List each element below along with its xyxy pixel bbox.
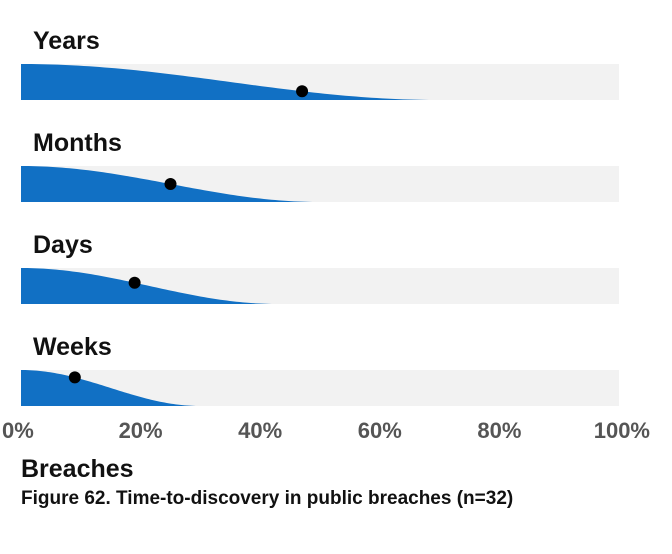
- x-tick-label: 80%: [477, 418, 521, 443]
- figure-caption: Figure 62. Time-to-discovery in public b…: [21, 488, 514, 509]
- distribution-area-weeks: [21, 370, 201, 406]
- row-label-weeks: Weeks: [33, 333, 112, 361]
- point-marker-weeks: [68, 371, 81, 384]
- row-label-months: Months: [33, 129, 122, 157]
- distribution-area-years: [21, 64, 440, 100]
- x-tick-label: 60%: [358, 418, 402, 443]
- x-axis-title: Breaches: [21, 455, 134, 480]
- x-tick-label: 20%: [119, 418, 163, 443]
- x-tick-label: 0%: [2, 418, 34, 443]
- point-marker-days: [128, 276, 141, 289]
- point-marker-months: [164, 178, 177, 190]
- row-label-days: Days: [33, 231, 93, 259]
- x-tick-label: 40%: [238, 418, 282, 443]
- point-marker-years: [296, 85, 309, 98]
- x-tick-label: 100%: [594, 418, 650, 443]
- row-label-years: Years: [33, 27, 100, 55]
- distribution-area-days: [21, 268, 279, 304]
- time-to-discovery-chart: Years Months Days Weeks 0% 20% 40% 60% 80% 100% Br…: [2, 27, 650, 480]
